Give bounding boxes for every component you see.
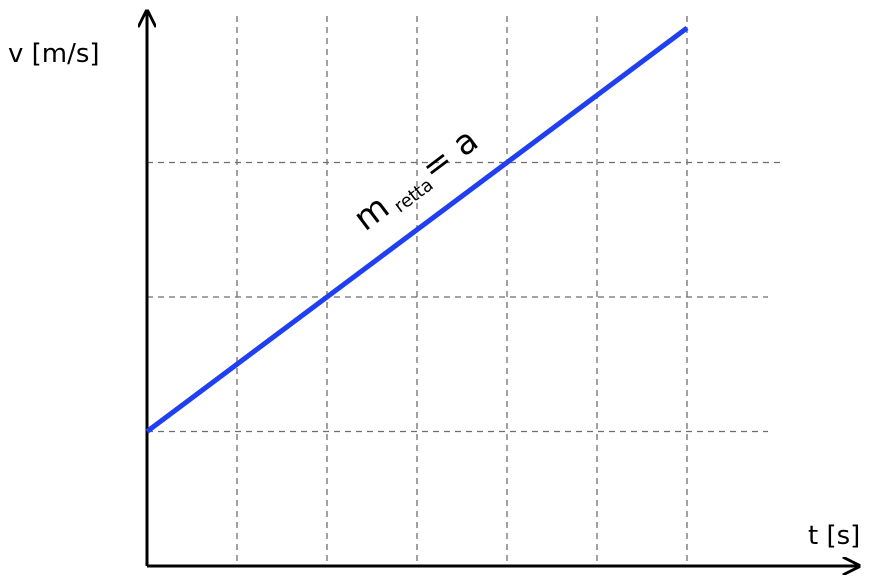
velocity-line — [145, 25, 689, 434]
grid — [147, 16, 785, 567]
axes — [147, 12, 858, 566]
slope-symbol: m — [346, 187, 397, 239]
slope-subscript: retta — [390, 174, 437, 217]
series — [145, 25, 689, 434]
y-axis-label: v [m/s] — [8, 39, 100, 69]
x-axis-label: t [s] — [808, 521, 860, 551]
